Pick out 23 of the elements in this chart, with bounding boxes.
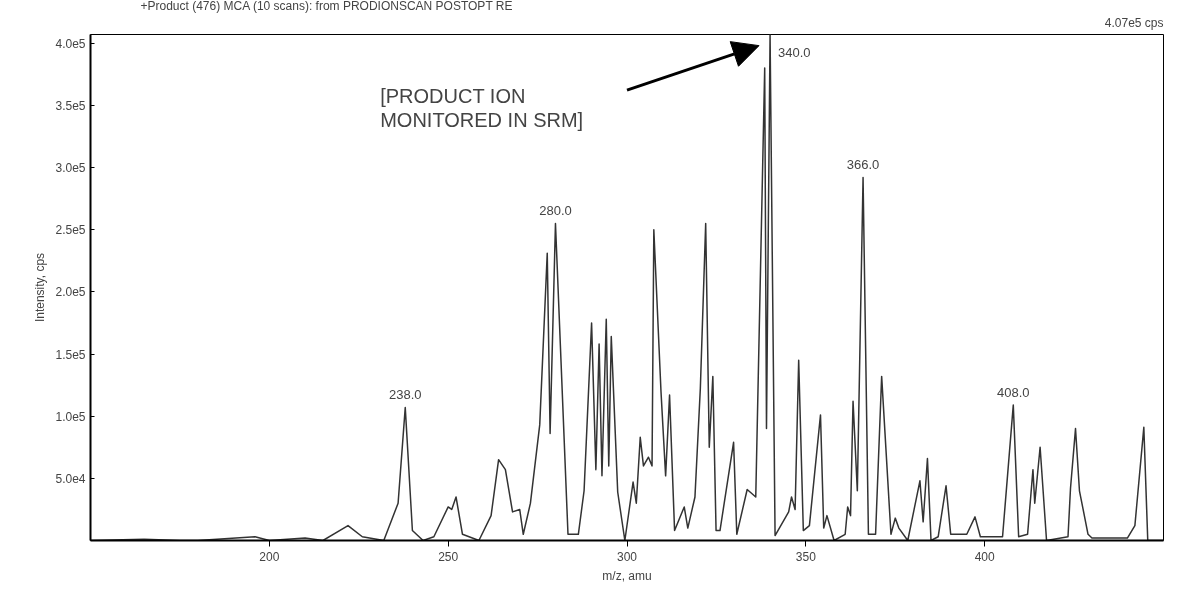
y-tick-label: 1.5e5 [55, 347, 86, 362]
annotation: 280.0 [539, 203, 572, 219]
y-tick-label: 3.5e5 [55, 98, 86, 113]
annotation: 340.0 [778, 44, 811, 60]
annotation: 238.0 [388, 387, 422, 403]
y-tick-label: 4.0e5 [55, 36, 86, 51]
x-tick-label: 250 [438, 549, 459, 564]
chart-title: +Product (476) MCA (10 scans): from PRODIONSCAN POSTOPT RE [140, 0, 513, 13]
x-axis-title: m/z, amu [602, 568, 652, 583]
y-tick-label: 2.0e5 [55, 285, 86, 300]
annotation: 366.0 [846, 157, 880, 173]
x-tick-label: 400 [974, 549, 995, 564]
y-tick-label: 5.0e4 [55, 471, 86, 486]
y-tick-label: 3.0e5 [55, 161, 86, 176]
text: 4.07e5 cps [1104, 15, 1164, 30]
y-axis-title: Intensity, cps [33, 252, 48, 323]
annotation: [PRODUCT ION MONITORED IN SRM] [380, 85, 584, 132]
annotation: 408.0 [997, 384, 1030, 400]
y-tick-label: 2.5e5 [55, 223, 86, 238]
x-tick-label: 350 [795, 549, 817, 564]
y-tick-label: 1.0e5 [55, 409, 86, 424]
x-tick-label: 300 [616, 549, 638, 564]
x-tick-label: 200 [259, 549, 280, 564]
